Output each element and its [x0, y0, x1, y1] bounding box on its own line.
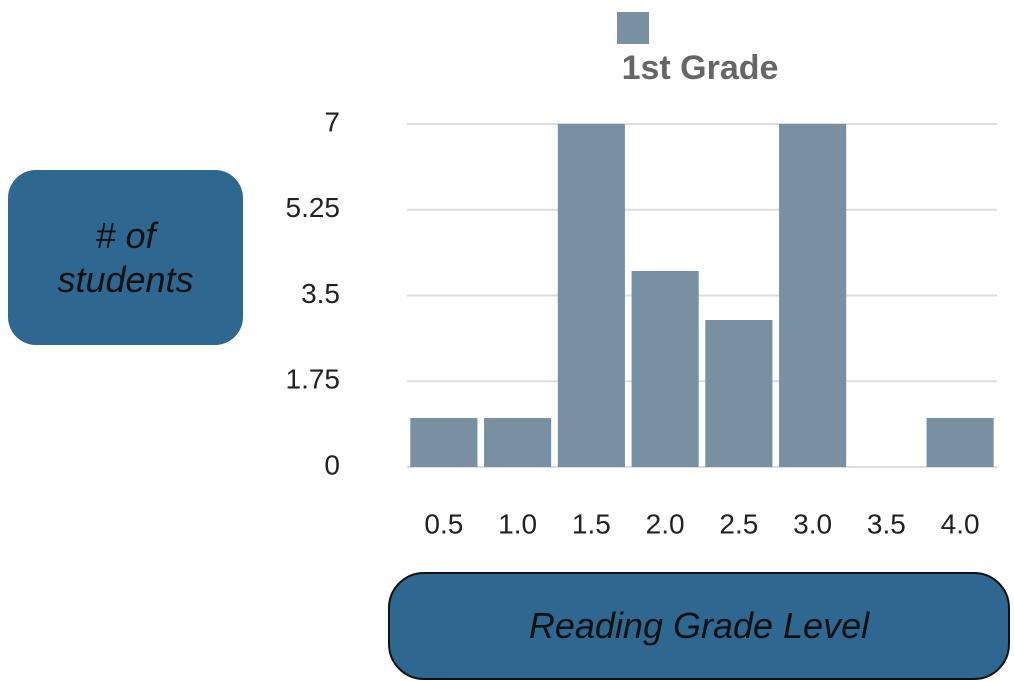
x-tick-label: 3.5: [867, 508, 906, 539]
bar: [484, 418, 552, 467]
y-tick-label: 0: [324, 449, 340, 480]
bar: [705, 320, 773, 467]
y-tick-label: 7: [324, 106, 340, 137]
x-tick-label: 1.5: [572, 508, 611, 539]
x-tick-label: 0.5: [424, 508, 463, 539]
x-axis-label: Reading Grade Level: [388, 572, 1010, 680]
x-tick-label: 3.0: [793, 508, 832, 539]
x-tick-label: 2.0: [646, 508, 685, 539]
bar: [631, 271, 699, 467]
bar: [557, 124, 625, 467]
bar: [779, 124, 847, 467]
legend-label: 1st Grade: [622, 49, 779, 87]
bar: [410, 418, 478, 467]
y-axis-label: # of students: [8, 170, 243, 345]
x-tick-label: 4.0: [941, 508, 980, 539]
x-tick-label: 2.5: [719, 508, 758, 539]
x-tick-label: 1.0: [498, 508, 537, 539]
y-tick-label: 5.25: [286, 192, 341, 223]
y-tick-label: 1.75: [286, 364, 341, 395]
legend-swatch: [617, 12, 649, 44]
y-tick-label: 3.5: [301, 278, 340, 309]
bar: [926, 418, 994, 467]
